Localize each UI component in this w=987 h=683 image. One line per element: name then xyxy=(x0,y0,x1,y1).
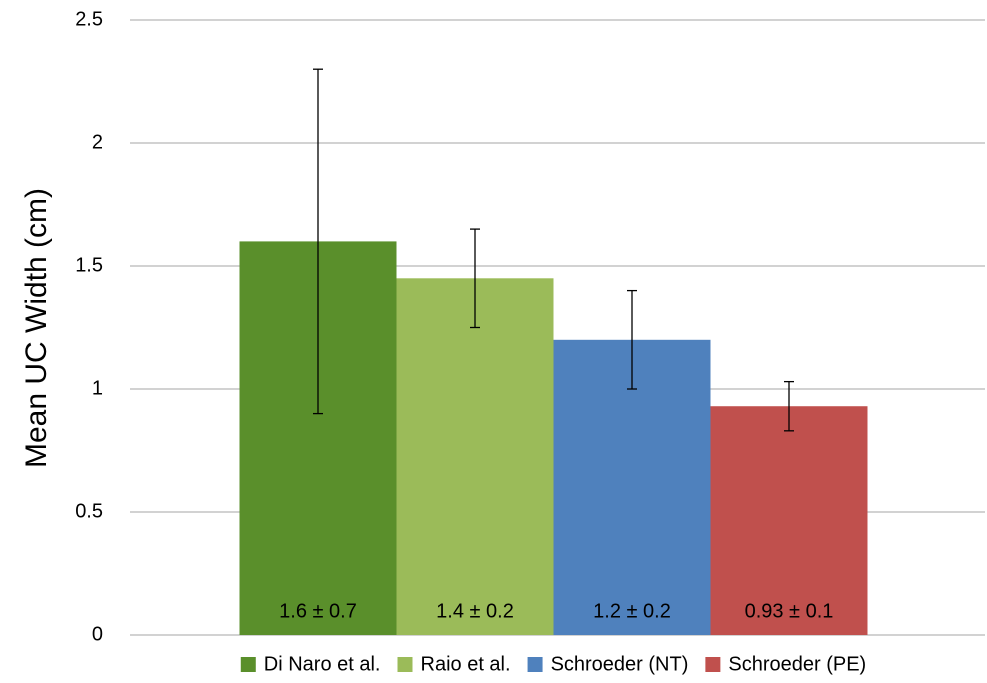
legend-swatch xyxy=(527,657,543,672)
y-tick-label: 2.5 xyxy=(75,8,103,30)
y-tick-label: 1.5 xyxy=(75,254,103,276)
value-label: 0.93 ± 0.1 xyxy=(745,600,834,622)
legend-swatch xyxy=(705,657,721,672)
y-tick-label: 1 xyxy=(92,377,103,399)
y-axis-label: Mean UC Width (cm) xyxy=(20,188,53,468)
value-label: 1.6 ± 0.7 xyxy=(279,600,357,622)
legend-label: Schroeder (NT) xyxy=(551,653,689,675)
y-tick-label: 0 xyxy=(92,623,103,645)
bar xyxy=(710,406,868,635)
value-label: 1.2 ± 0.2 xyxy=(593,600,671,622)
legend-label: Di Naro et al. xyxy=(264,653,381,675)
legend-swatch xyxy=(397,657,413,672)
legend-swatch xyxy=(240,657,256,672)
bar xyxy=(396,278,554,635)
legend-label: Schroeder (PE) xyxy=(728,653,866,675)
y-tick-label: 2 xyxy=(92,131,103,153)
legend-label: Raio et al. xyxy=(421,653,511,675)
value-label: 1.4 ± 0.2 xyxy=(436,600,514,622)
y-tick-label: 0.5 xyxy=(75,500,103,522)
